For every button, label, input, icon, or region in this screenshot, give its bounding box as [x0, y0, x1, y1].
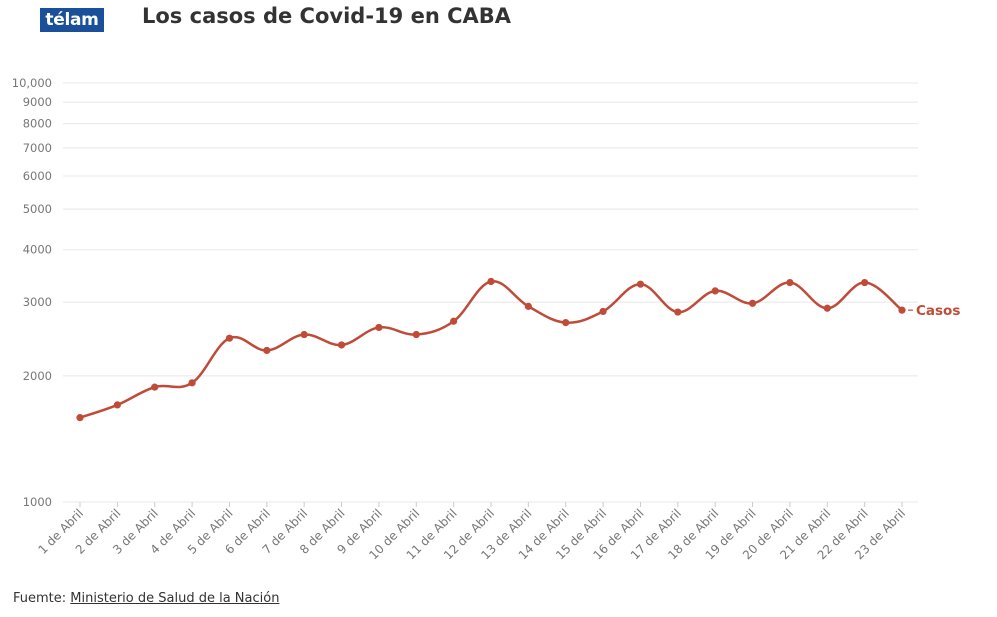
- data-point[interactable]: [263, 346, 271, 355]
- data-point[interactable]: [412, 330, 420, 339]
- source-link[interactable]: Ministerio de Salud de la Nación: [70, 591, 280, 606]
- data-point[interactable]: [748, 299, 757, 307]
- y-tick-label: 3000: [23, 295, 52, 309]
- y-tick-label: 1000: [23, 495, 52, 509]
- y-tick-label: 2000: [23, 369, 52, 383]
- data-point[interactable]: [861, 278, 869, 287]
- data-point[interactable]: [524, 302, 532, 310]
- y-tick-label: 9000: [23, 95, 52, 109]
- data-point[interactable]: [337, 341, 346, 349]
- y-tick-label: 8000: [23, 117, 52, 131]
- series-label: Casos: [916, 303, 960, 319]
- y-tick-label: 4000: [23, 243, 52, 257]
- data-point[interactable]: [636, 280, 645, 288]
- source-label: Fuemte:: [13, 591, 71, 606]
- data-point[interactable]: [151, 383, 159, 391]
- data-point[interactable]: [188, 379, 196, 387]
- data-point[interactable]: [786, 278, 794, 287]
- source-note: Fuemte: Ministerio de Salud de la Nación: [13, 591, 279, 606]
- data-point[interactable]: [300, 330, 308, 339]
- data-point[interactable]: [487, 277, 495, 286]
- telam-logo: télam: [40, 8, 104, 32]
- data-point[interactable]: [711, 287, 719, 295]
- data-point[interactable]: [898, 306, 906, 314]
- data-point[interactable]: [225, 334, 234, 342]
- data-point[interactable]: [375, 323, 383, 332]
- series-casos: Casos: [76, 277, 960, 422]
- data-point[interactable]: [113, 401, 121, 409]
- data-point[interactable]: [562, 319, 570, 327]
- data-point[interactable]: [823, 304, 831, 312]
- grid-lines: [63, 82, 918, 503]
- chart-title: Los casos de Covid-19 en CABA: [142, 4, 511, 28]
- line-chart: 1000 2000 3000 4000 5000 6000 7000 8000 9000 10,0…: [12, 76, 961, 562]
- data-point[interactable]: [674, 308, 682, 316]
- y-tick-label: 5000: [23, 202, 52, 216]
- y-axis-ticks: 1000 2000 3000 4000 5000 6000 7000 8000 9000 10,0…: [12, 76, 52, 509]
- data-point[interactable]: [76, 414, 84, 422]
- y-tick-label: 7000: [23, 141, 52, 155]
- data-point[interactable]: [599, 307, 607, 316]
- y-tick-label: 6000: [23, 169, 52, 183]
- y-tick-label: 10,000: [12, 76, 52, 90]
- data-point[interactable]: [450, 317, 458, 325]
